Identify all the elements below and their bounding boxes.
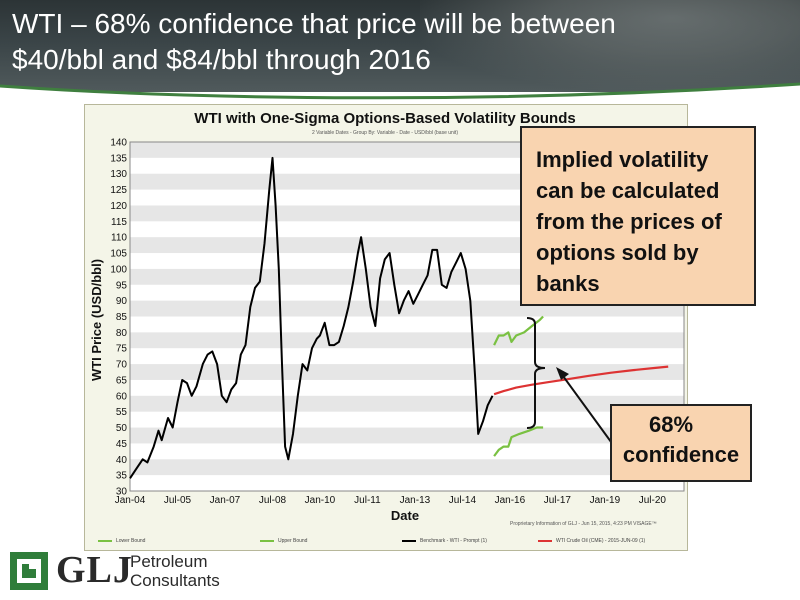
- confidence-bracket: [526, 317, 546, 429]
- x-tick-label: Jan-13: [400, 495, 431, 506]
- y-tick-label: 90: [116, 296, 128, 307]
- logo-subtitle: Petroleum Consultants: [130, 552, 220, 590]
- grid-band: [130, 364, 684, 380]
- x-tick-label: Jul-05: [164, 495, 192, 506]
- legend-swatch: [98, 539, 112, 542]
- series-line-1: [129, 156, 494, 479]
- x-tick-label: Jan-10: [305, 495, 336, 506]
- slide-title-line1: WTI – 68% confidence that price will be …: [12, 8, 616, 39]
- grid-band: [130, 332, 684, 349]
- y-axis-label: WTI Price (USD/bbl): [89, 259, 104, 381]
- y-tick-label: 125: [110, 185, 127, 196]
- chart-title: WTI with One-Sigma Options-Based Volatil…: [194, 110, 576, 127]
- banner-texture: [420, 0, 800, 90]
- glj-logo-mark-icon: [10, 552, 48, 590]
- x-tick-label: Jan-16: [495, 495, 526, 506]
- callout-line: options sold by: [536, 240, 699, 265]
- legend-swatch: [402, 539, 416, 542]
- y-tick-label: 65: [116, 375, 128, 386]
- confidence-percent: 68%: [648, 412, 694, 437]
- grid-band: [130, 395, 684, 412]
- header-banner: [0, 0, 800, 92]
- x-tick-label: Jul-17: [544, 495, 572, 506]
- x-tick-label: Jan-19: [590, 495, 621, 506]
- series-line-2: [493, 315, 544, 346]
- x-axis: Jan-04 Jul-05 Jan-07 Jul-08 Jan-10 Jul-11 Jan-…: [115, 495, 667, 506]
- y-tick-label: 80: [116, 328, 128, 339]
- y-tick-label: 105: [110, 249, 127, 260]
- y-tick-label: 95: [116, 280, 128, 291]
- pointer-arrow: [556, 367, 615, 447]
- logo-name: GLJ: [56, 549, 133, 591]
- x-tick-label: Jul-08: [259, 495, 287, 506]
- series-line-4: [493, 365, 669, 396]
- y-tick-label: 45: [116, 439, 128, 450]
- y-tick-label: 40: [116, 455, 128, 466]
- callout-line: from the prices of: [536, 209, 722, 234]
- y-tick-label: 55: [116, 407, 128, 418]
- legend-item-lower-bound: Lower Bound: [98, 538, 145, 544]
- logo-sub-line2: Consultants: [130, 571, 220, 590]
- series-group: [129, 156, 669, 479]
- y-tick-label: 75: [116, 344, 128, 355]
- slide-title-line2: $40/bbl and $84/bbl through 2016: [12, 44, 431, 75]
- x-tick-label: Jul-14: [449, 495, 477, 506]
- x-tick-label: Jul-11: [354, 495, 381, 506]
- y-tick-label: 115: [111, 217, 127, 228]
- company-logo: GLJ Petroleum Consultants: [6, 546, 306, 596]
- chart-subtitle: 2 Variable Dates - Group By: Variable - …: [312, 130, 458, 136]
- legend-label: WTI Crude Oil (CME) - 2015-JUN-09 (1): [556, 538, 646, 544]
- legend-swatch: [538, 539, 552, 542]
- grid-band: [130, 459, 684, 476]
- implied-volatility-callout: Implied volatility can be calculated fro…: [520, 126, 756, 306]
- x-tick-label: Jan-07: [210, 495, 241, 506]
- y-tick-label: 50: [116, 423, 128, 434]
- y-tick-label: 35: [116, 471, 128, 482]
- legend-swatch: [260, 539, 274, 542]
- y-tick-label: 130: [110, 169, 127, 180]
- legend-item-benchmark: Benchmark - WTI - Prompt (1): [402, 538, 487, 544]
- slide-title: WTI – 68% confidence that price will be …: [12, 6, 772, 78]
- y-tick-label: 100: [110, 264, 127, 275]
- y-tick-label: 30: [116, 487, 128, 498]
- legend-item-futures: WTI Crude Oil (CME) - 2015-JUN-09 (1): [538, 538, 645, 544]
- y-tick-label: 85: [116, 312, 128, 323]
- logo-sub-line1: Petroleum: [130, 552, 208, 571]
- chart-legend: Lower Bound Upper Bound Benchmark - WTI …: [90, 538, 682, 546]
- y-tick-label: 140: [110, 138, 127, 149]
- y-tick-label: 110: [111, 233, 127, 244]
- legend-label: Benchmark - WTI - Prompt (1): [420, 538, 487, 544]
- y-tick-label: 135: [110, 153, 127, 164]
- callout-line: banks: [536, 271, 600, 296]
- y-tick-label: 70: [116, 360, 128, 371]
- y-tick-label: 120: [110, 201, 127, 212]
- series-line-3: [493, 426, 544, 457]
- legend-item-upper-bound: Upper Bound: [260, 538, 307, 544]
- x-tick-label: Jul-20: [639, 495, 667, 506]
- callout-line: Implied volatility: [536, 147, 709, 172]
- x-tick-label: Jan-04: [115, 495, 146, 506]
- grid-band: [130, 427, 684, 444]
- plot-area-border: [129, 141, 685, 492]
- legend-label: Upper Bound: [278, 538, 308, 544]
- legend-label: Lower Bound: [116, 538, 146, 544]
- confidence-callout: 68% confidence: [610, 404, 752, 482]
- confidence-word: confidence: [622, 442, 740, 467]
- y-tick-label: 60: [116, 391, 128, 402]
- banner-swoosh: [0, 82, 800, 106]
- callout-line: can be calculated: [536, 178, 720, 203]
- y-axis: 30 35 40 45 50 55 60 65 70 75 80 85 90 95 100 105 110 115…: [110, 138, 127, 498]
- proprietary-note: Proprietary Information of GLJ - Jun 15,…: [510, 521, 657, 527]
- x-axis-label: Date: [391, 508, 419, 523]
